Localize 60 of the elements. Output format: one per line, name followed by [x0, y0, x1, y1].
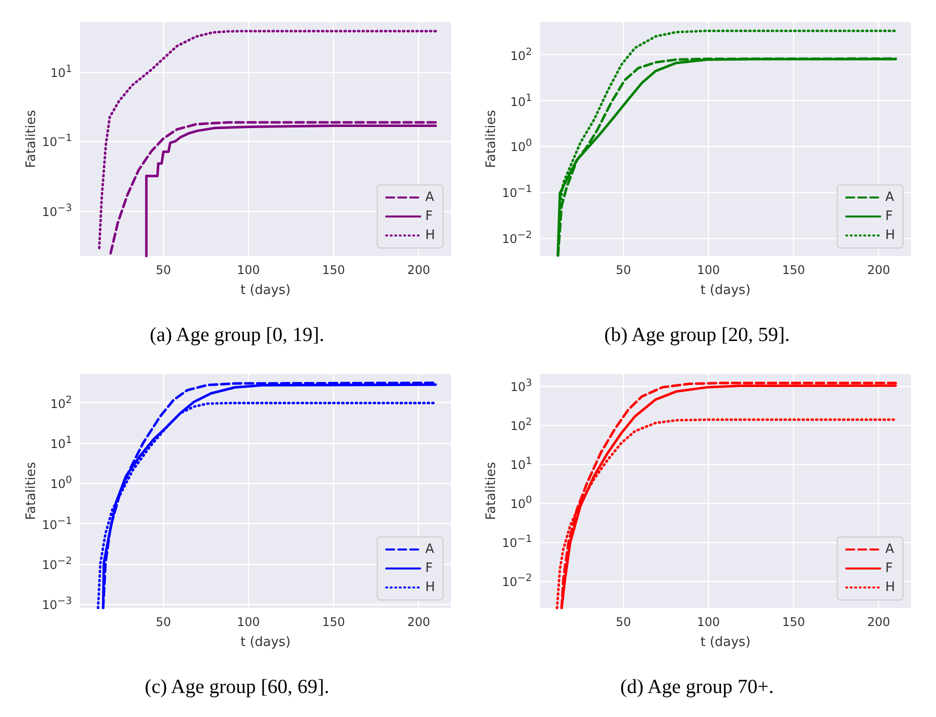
legend-label: A — [885, 190, 894, 205]
x-tick-label: 50 — [156, 263, 172, 277]
y-axis-title: Fatalities — [24, 110, 39, 168]
x-tick-label: 50 — [616, 615, 632, 629]
y-axis-title: Fatalities — [24, 462, 39, 520]
legend-label: F — [885, 561, 893, 576]
x-axis-title: t (days) — [240, 283, 291, 298]
y-tick-label: 10$^{1}$ — [510, 456, 532, 472]
legend-label: H — [425, 228, 436, 243]
legend-label: A — [425, 542, 434, 557]
text: (b) Age group [20, 59]. — [604, 324, 790, 346]
y-tick-label: 10$^{−1}$ — [42, 516, 72, 532]
legend-label: H — [425, 580, 436, 595]
y-tick-label: 10$^{0}$ — [50, 475, 72, 492]
y-tick-label: 10$^{2}$ — [510, 417, 532, 434]
y-tick-label: 10$^{−1}$ — [502, 184, 532, 200]
x-tick-label: 100 — [237, 615, 260, 629]
y-tick-label: 10$^{−2}$ — [502, 572, 532, 589]
x-axis-title: t (days) — [700, 283, 751, 298]
legend-label: A — [425, 190, 434, 205]
y-tick-label: 10$^{−2}$ — [42, 556, 72, 572]
legend-label: F — [425, 561, 433, 576]
text: (a) Age group [0, 19]. — [150, 324, 324, 346]
legend-label: H — [885, 228, 896, 243]
y-tick-label: 10$^{−3}$ — [42, 596, 72, 612]
y-tick-label: 10$^{3}$ — [510, 378, 532, 394]
legend-label: A — [885, 542, 894, 557]
x-tick-label: 150 — [322, 615, 346, 629]
y-tick-label: 10$^{2}$ — [50, 394, 72, 411]
x-tick-label: 100 — [697, 615, 720, 629]
y-tick-label: 10$^{0}$ — [510, 495, 532, 512]
y-tick-label: 10$^{−1}$ — [502, 534, 532, 550]
x-tick-label: 200 — [867, 615, 890, 629]
text: (d) Age group 70+. — [620, 676, 774, 698]
y-axis-title: Fatalities — [484, 462, 499, 520]
y-tick-label: 10$^{−3}$ — [42, 202, 72, 219]
x-tick-label: 150 — [782, 263, 806, 277]
x-tick-label: 200 — [407, 615, 430, 629]
x-tick-label: 200 — [867, 263, 890, 277]
legend-label: F — [885, 209, 893, 224]
y-tick-label: 10$^{1}$ — [50, 64, 72, 80]
x-tick-label: 150 — [782, 615, 806, 629]
y-tick-label: 10$^{−2}$ — [502, 230, 532, 246]
x-tick-label: 50 — [156, 615, 172, 629]
x-tick-label: 100 — [237, 263, 260, 277]
y-tick-label: 10$^{1}$ — [50, 434, 72, 451]
y-tick-label: 10$^{2}$ — [510, 46, 532, 63]
x-axis-title: t (days) — [700, 635, 751, 650]
y-tick-label: 10$^{0}$ — [510, 138, 532, 154]
x-tick-label: 50 — [616, 263, 632, 277]
legend-label: H — [885, 580, 896, 595]
x-tick-label: 100 — [697, 263, 720, 277]
x-tick-label: 150 — [322, 263, 346, 277]
legend-label: F — [425, 209, 433, 224]
y-axis-title: Fatalities — [484, 110, 499, 168]
x-axis-title: t (days) — [240, 635, 291, 650]
y-tick-label: 10$^{1}$ — [510, 92, 532, 109]
y-tick-label: 10$^{−1}$ — [42, 133, 72, 150]
text: (c) Age group [60, 69]. — [144, 676, 330, 698]
x-tick-label: 200 — [407, 263, 430, 277]
